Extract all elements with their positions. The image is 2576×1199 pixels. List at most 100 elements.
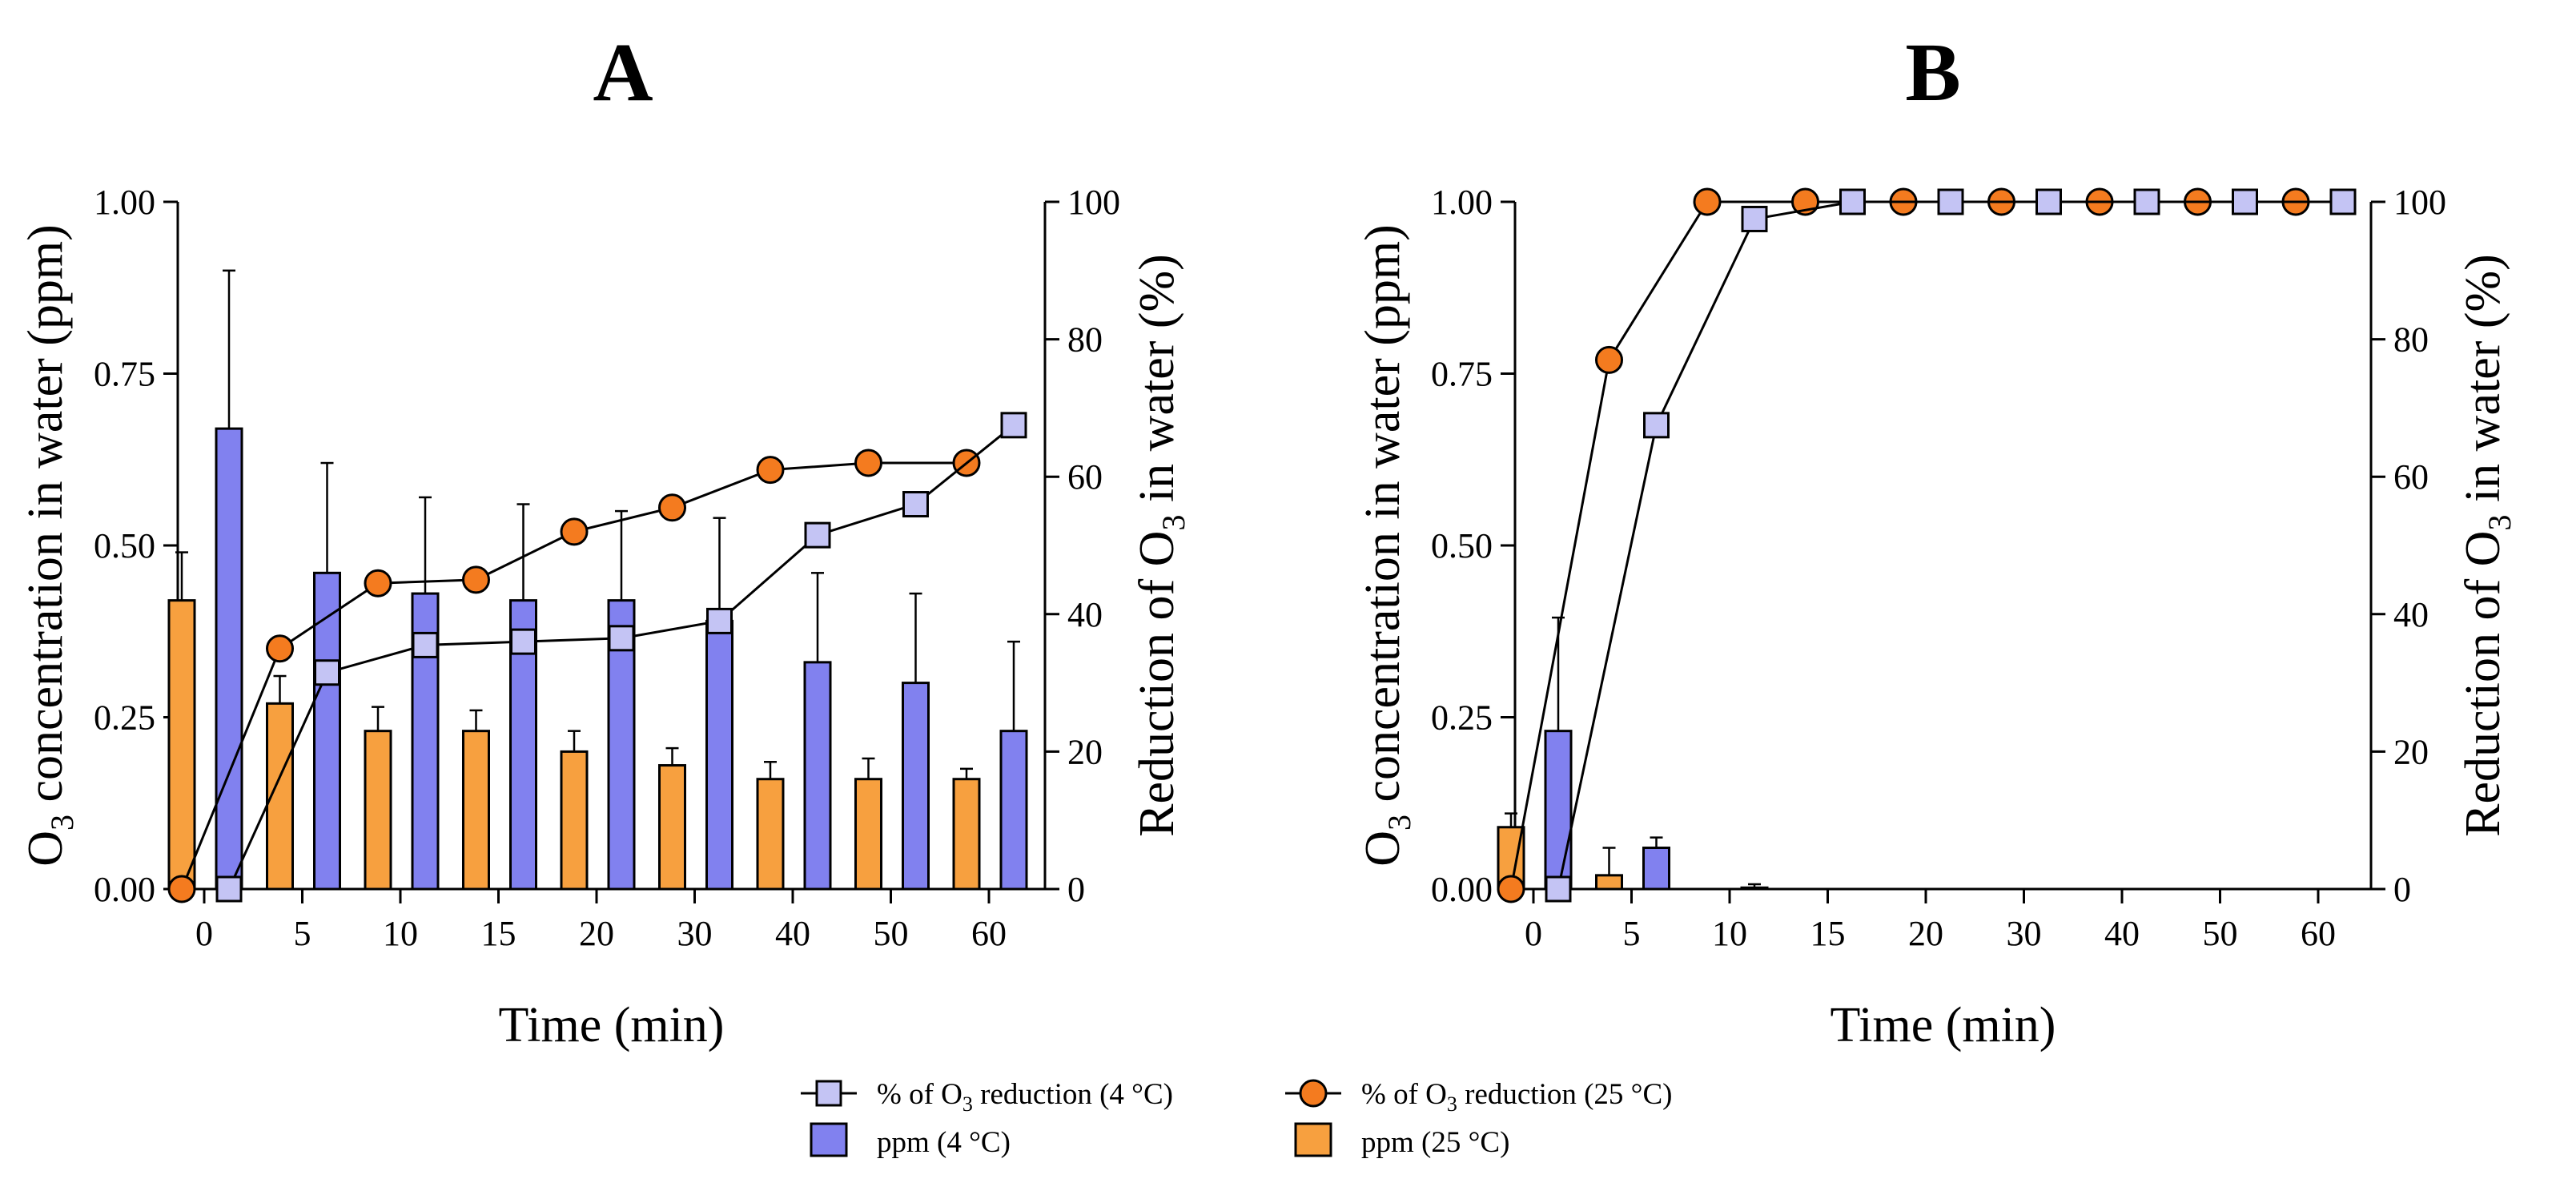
- data-point-circle: [462, 565, 490, 594]
- x-tick-label: 50: [874, 914, 909, 953]
- bar: [756, 778, 785, 891]
- y-tick-label-right: 40: [1067, 595, 1103, 634]
- bar: [854, 778, 882, 891]
- bar: [658, 764, 686, 891]
- y-axis-title-left: O3 concentration in water (ppm): [1356, 224, 1417, 867]
- data-point-square: [510, 628, 536, 655]
- bar: [215, 427, 243, 891]
- panel-label: A: [593, 26, 653, 119]
- y-tick-label-left: 1.00: [94, 183, 155, 222]
- x-tick-label: 40: [2104, 914, 2140, 953]
- data-point-square: [706, 607, 733, 634]
- bar: [1544, 730, 1573, 891]
- data-point-square: [314, 659, 340, 686]
- legend-label: % of O3 reduction (4 °C): [877, 1078, 1173, 1116]
- bar: [952, 778, 981, 891]
- y-axis-title-right: Reduction of O3 in water (%): [1130, 254, 1192, 837]
- x-tick-label: 5: [1623, 914, 1641, 953]
- y-axis-title-left: O3 concentration in water (ppm): [18, 224, 80, 867]
- series-line: [1557, 200, 2343, 890]
- x-axis-title: Time (min): [499, 998, 725, 1052]
- y-tick-label-right: 100: [2393, 183, 2446, 222]
- x-tick-label: 10: [383, 914, 418, 953]
- data-point-circle: [364, 569, 392, 597]
- bar: [313, 571, 341, 891]
- text-segment: O: [18, 831, 73, 867]
- data-point-circle: [560, 517, 589, 546]
- x-tick-label: 30: [2007, 914, 2042, 953]
- series-line: [1509, 200, 2296, 890]
- bar: [999, 730, 1028, 891]
- text-segment: 3: [44, 815, 80, 831]
- y-tick-label-right: 0: [1067, 870, 1085, 909]
- data-point-square: [2035, 188, 2062, 215]
- x-tick-label: 10: [1712, 914, 1747, 953]
- x-tick-label: 40: [775, 914, 810, 953]
- data-point-square: [1937, 188, 1964, 215]
- panel-b: B 0.00 0.25 0.50 0.75 1.00 0 20 40 60 80 100 0 5 10 15 2…: [1356, 26, 2518, 1052]
- y-tick-label-right: 20: [2393, 732, 2429, 771]
- panel-label: B: [1905, 26, 1960, 119]
- text-segment: % of O: [1361, 1078, 1447, 1111]
- text-segment: 3: [962, 1092, 973, 1116]
- data-point-square: [1741, 205, 1768, 232]
- x-tick-label: 15: [1810, 914, 1846, 953]
- data-point-circle: [167, 875, 196, 903]
- data-point-circle: [266, 634, 294, 663]
- bar: [803, 661, 832, 891]
- y-tick-label-left: 0.25: [94, 698, 155, 738]
- y-tick-label-right: 80: [1067, 320, 1103, 360]
- bar: [167, 599, 196, 891]
- panel-a: A 0.00 0.25 0.50 0.75 1.00 0 20 40 60 80 100 0 5 10 15 2…: [18, 26, 1192, 1052]
- data-point-circle: [756, 456, 785, 485]
- data-point-square: [412, 631, 439, 658]
- x-tick-label: 30: [677, 914, 713, 953]
- text-segment: 3: [1447, 1092, 1457, 1116]
- text-segment: in water (%): [1130, 254, 1184, 514]
- text-segment: reduction (25 °C): [1457, 1078, 1673, 1111]
- y-tick-label-right: 0: [2393, 870, 2411, 909]
- data-point-square: [902, 491, 929, 518]
- data-point-square: [1643, 412, 1670, 439]
- text-segment: 3: [2482, 515, 2518, 531]
- y-tick-label-right: 100: [1067, 183, 1120, 222]
- y-tick-label-left: 0.50: [94, 526, 155, 565]
- data-point-circle: [854, 449, 882, 477]
- text-segment: 3: [1155, 515, 1192, 531]
- x-tick-label: 20: [1908, 914, 1943, 953]
- y-axis-title-right: Reduction of O3 in water (%): [2456, 254, 2518, 837]
- bar: [705, 619, 733, 891]
- x-tick-label: 0: [195, 914, 213, 953]
- x-axis-title: Time (min): [1831, 998, 2056, 1052]
- x-tick-label: 0: [1525, 914, 1542, 953]
- legend-label: % of O3 reduction (25 °C): [1361, 1078, 1672, 1116]
- y-tick-label-right: 20: [1067, 732, 1103, 771]
- bar: [462, 730, 490, 891]
- data-point-square: [1839, 188, 1866, 215]
- text-segment: Reduction of O: [1130, 531, 1184, 837]
- text-segment: reduction (4 °C): [973, 1078, 1173, 1111]
- y-tick-label-left: 0.25: [1431, 698, 1493, 738]
- bar: [1595, 874, 1623, 891]
- text-segment: concentration in water (ppm): [18, 224, 73, 815]
- data-point-circle: [658, 493, 686, 522]
- data-point-square: [2232, 188, 2258, 215]
- bar: [560, 750, 589, 891]
- y-tick-label-right: 60: [2393, 457, 2429, 497]
- y-tick-label-right: 60: [1067, 457, 1103, 497]
- x-tick-label: 20: [579, 914, 614, 953]
- text-segment: in water (%): [2456, 254, 2510, 514]
- y-tick-label-left: 0.00: [1431, 870, 1493, 909]
- y-tick-label-right: 40: [2393, 595, 2429, 634]
- y-tick-label-left: 0.75: [94, 355, 155, 394]
- text-segment: concentration in water (ppm): [1356, 224, 1410, 815]
- text-segment: ppm (4 °C): [877, 1126, 1011, 1159]
- bar: [902, 682, 930, 891]
- data-point-circle: [1693, 187, 1722, 216]
- legend-label: ppm (25 °C): [1361, 1126, 1509, 1159]
- legend-swatch-circle: [1299, 1079, 1328, 1108]
- bar: [364, 730, 392, 891]
- text-segment: ppm (25 °C): [1361, 1126, 1509, 1159]
- bar: [1642, 847, 1670, 891]
- data-point-square: [1545, 875, 1572, 903]
